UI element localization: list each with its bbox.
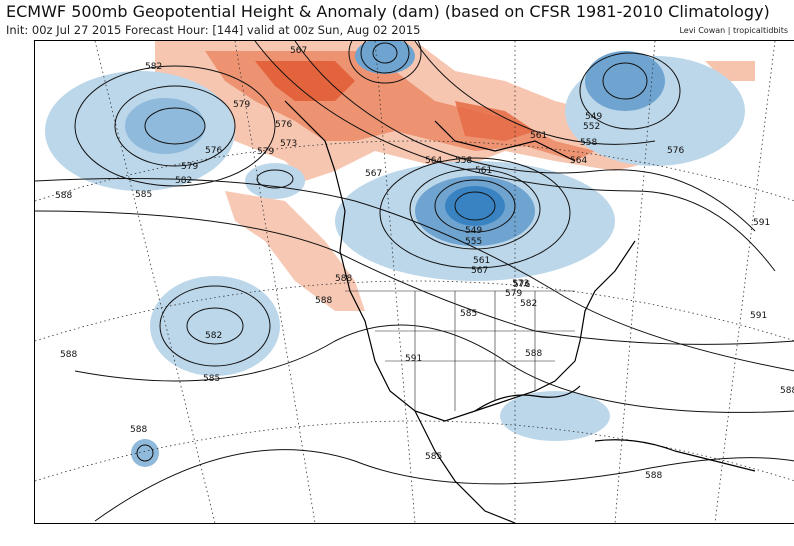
contour-label: 585 [425,452,442,462]
contour-label: 588 [130,425,147,435]
contour-label: 579 [257,147,274,157]
political-borders [345,290,575,411]
contour-label: 576 [205,146,222,156]
contour-label: 585 [203,374,220,384]
contour-label: 567 [365,169,382,179]
contour-label: 582 [520,299,537,309]
contour-label: 579 [181,162,198,172]
contour-label: 585 [460,309,477,319]
contour-label: 561 [473,256,490,266]
contour-label: 591 [753,218,770,228]
contour-label: 588 [55,191,72,201]
contour-label: 582 [205,331,222,341]
contour-label: 588 [315,296,332,306]
contour-label: 588 [525,349,542,359]
contour-label: 561 [475,166,492,176]
contour-label: 579 [233,100,250,110]
contour-label: 588 [335,274,352,284]
lat-lon-grid [35,41,794,523]
contour-label: 558 [580,138,597,148]
contour-label: 591 [750,311,767,321]
contour-label: 549 [585,112,602,122]
negative-anomaly-shading [45,41,745,467]
contour-label: 576 [275,120,292,130]
contour-label: 576 [667,146,684,156]
contour-label: 588 [60,350,77,360]
map-credit: Levi Cowan | tropicaltidbits [679,26,788,35]
contour-label: 573 [512,279,529,289]
contour-label: 567 [471,266,488,276]
contour-label: 558 [455,156,472,166]
contour-label: 591 [405,354,422,364]
contour-label: 579 [505,289,522,299]
contour-label: 588 [645,471,662,481]
height-contours [35,41,794,522]
weather-map: 582 567 579 576 576 579 573 585 579 582 … [35,41,794,523]
contour-label: 555 [465,237,482,247]
positive-anomaly-shading [155,41,755,311]
contour-label: 582 [145,62,162,72]
map-subtitle: Init: 00z Jul 27 2015 Forecast Hour: [14… [6,23,421,37]
map-panel: 582 567 579 576 576 579 573 585 579 582 … [34,40,794,524]
contour-label: 552 [583,122,600,132]
contour-label: 564 [570,156,587,166]
contour-label: 585 [135,190,152,200]
contour-label: 549 [465,226,482,236]
contour-label: 576 [513,280,530,290]
contour-label: 582 [175,176,192,186]
map-title: ECMWF 500mb Geopotential Height & Anomal… [6,2,770,21]
contour-label: 567 [290,46,307,56]
contour-label: 561 [530,131,547,141]
contour-label: 573 [280,139,297,149]
contour-labels: 582 567 579 576 576 579 573 585 579 582 … [55,46,794,481]
contour-label: 564 [425,156,442,166]
contour-label: 588 [780,386,794,396]
